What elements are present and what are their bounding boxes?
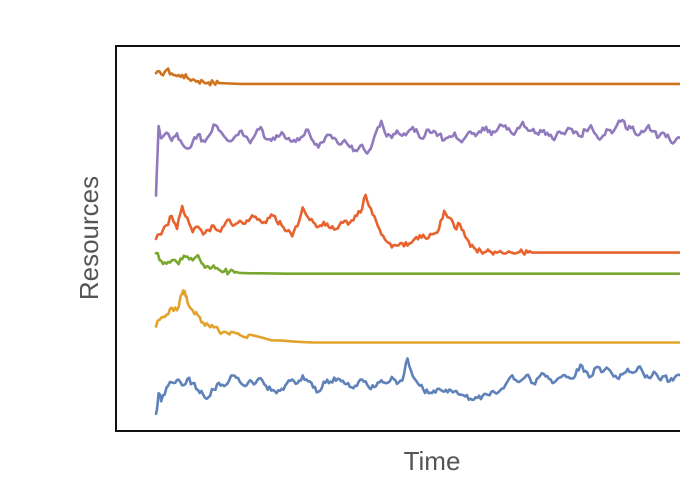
series-line-4 bbox=[154, 251, 680, 276]
series-line-1 bbox=[154, 67, 680, 87]
y-axis-label: Resources bbox=[74, 176, 104, 300]
series-line-2 bbox=[154, 118, 680, 197]
plot-frame bbox=[115, 45, 680, 432]
series-line-6 bbox=[154, 357, 680, 416]
series-line-3 bbox=[154, 193, 680, 256]
x-axis-label: Time bbox=[404, 446, 461, 476]
series-layer bbox=[154, 67, 680, 416]
series-line-5 bbox=[154, 289, 680, 344]
